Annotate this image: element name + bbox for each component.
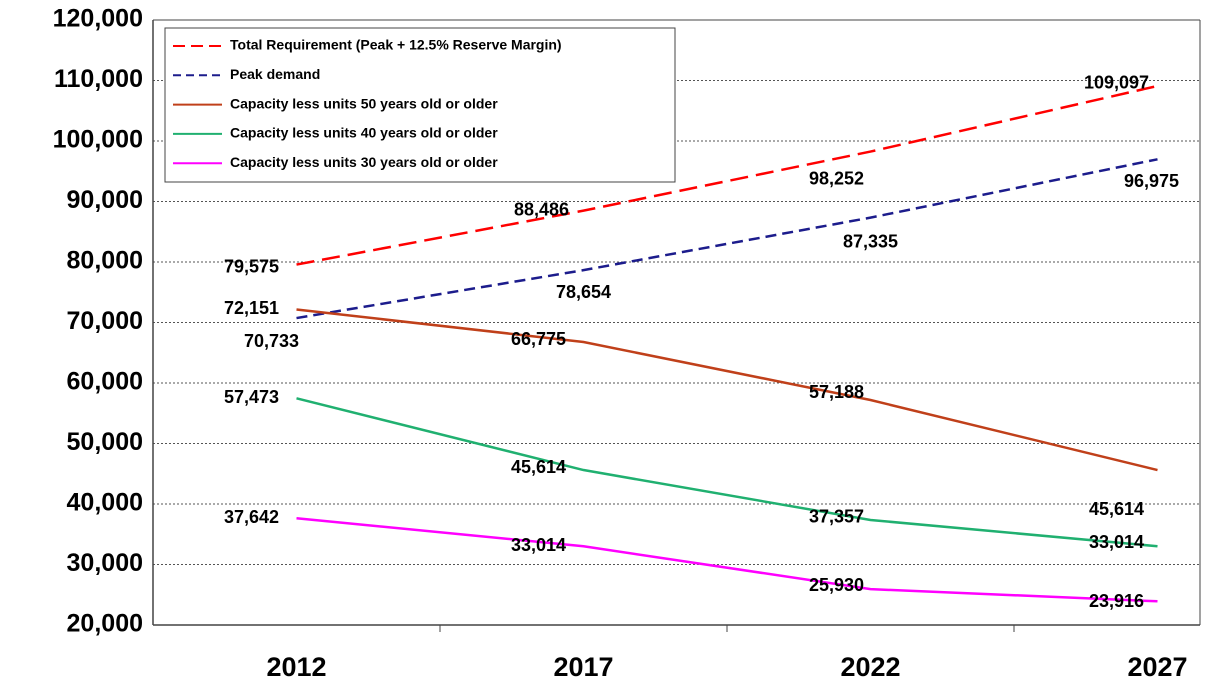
- data-label: 98,252: [809, 168, 864, 188]
- series-line: [296, 84, 1158, 266]
- y-tick-label: 90,000: [67, 186, 143, 214]
- data-label: 66,775: [511, 329, 566, 349]
- x-tick-label: 2027: [1127, 652, 1187, 682]
- x-tick-label: 2017: [553, 652, 613, 682]
- data-label: 23,916: [1089, 591, 1144, 611]
- legend-label: Capacity less units 40 years old or olde…: [230, 125, 498, 141]
- data-label: 33,014: [511, 535, 566, 555]
- data-label: 33,014: [1089, 532, 1144, 552]
- data-label: 57,473: [224, 387, 279, 407]
- data-label: 72,151: [224, 298, 279, 318]
- series-line: [296, 517, 1158, 603]
- y-tick-label: 20,000: [67, 610, 143, 638]
- y-tick-label: 100,000: [53, 126, 143, 154]
- data-label: 96,975: [1124, 171, 1179, 191]
- y-tick-label: 40,000: [67, 489, 143, 517]
- data-label: 78,654: [556, 282, 611, 302]
- series-line: [296, 397, 1158, 548]
- y-tick-label: 30,000: [67, 549, 143, 577]
- y-tick-label: 50,000: [67, 428, 143, 456]
- data-label: 37,642: [224, 507, 279, 527]
- legend-label: Capacity less units 50 years old or olde…: [230, 95, 498, 111]
- legend-label: Peak demand: [230, 66, 320, 82]
- data-label: 37,357: [809, 507, 864, 527]
- legend-label: Total Requirement (Peak + 12.5% Reserve …: [230, 37, 562, 53]
- y-tick-label: 60,000: [67, 368, 143, 396]
- y-tick-label: 80,000: [67, 247, 143, 275]
- data-label: 57,188: [809, 382, 864, 402]
- data-label: 45,614: [1089, 499, 1144, 519]
- x-tick-label: 2012: [266, 652, 326, 682]
- y-tick-label: 70,000: [67, 307, 143, 335]
- data-label: 70,733: [244, 331, 299, 351]
- legend-box: [164, 27, 676, 183]
- data-label: 79,575: [224, 256, 279, 276]
- y-tick-label: 110,000: [54, 65, 143, 93]
- series-line: [296, 158, 1158, 320]
- data-label: 87,335: [843, 231, 898, 251]
- data-label: 88,486: [514, 199, 569, 219]
- legend-label: Capacity less units 30 years old or olde…: [230, 154, 498, 170]
- data-label: 45,614: [511, 457, 566, 477]
- data-label: 109,097: [1084, 73, 1149, 93]
- data-label: 25,930: [809, 575, 864, 595]
- series-line: [296, 308, 1158, 472]
- y-tick-label: 120,000: [53, 5, 143, 33]
- x-tick-label: 2022: [840, 652, 900, 682]
